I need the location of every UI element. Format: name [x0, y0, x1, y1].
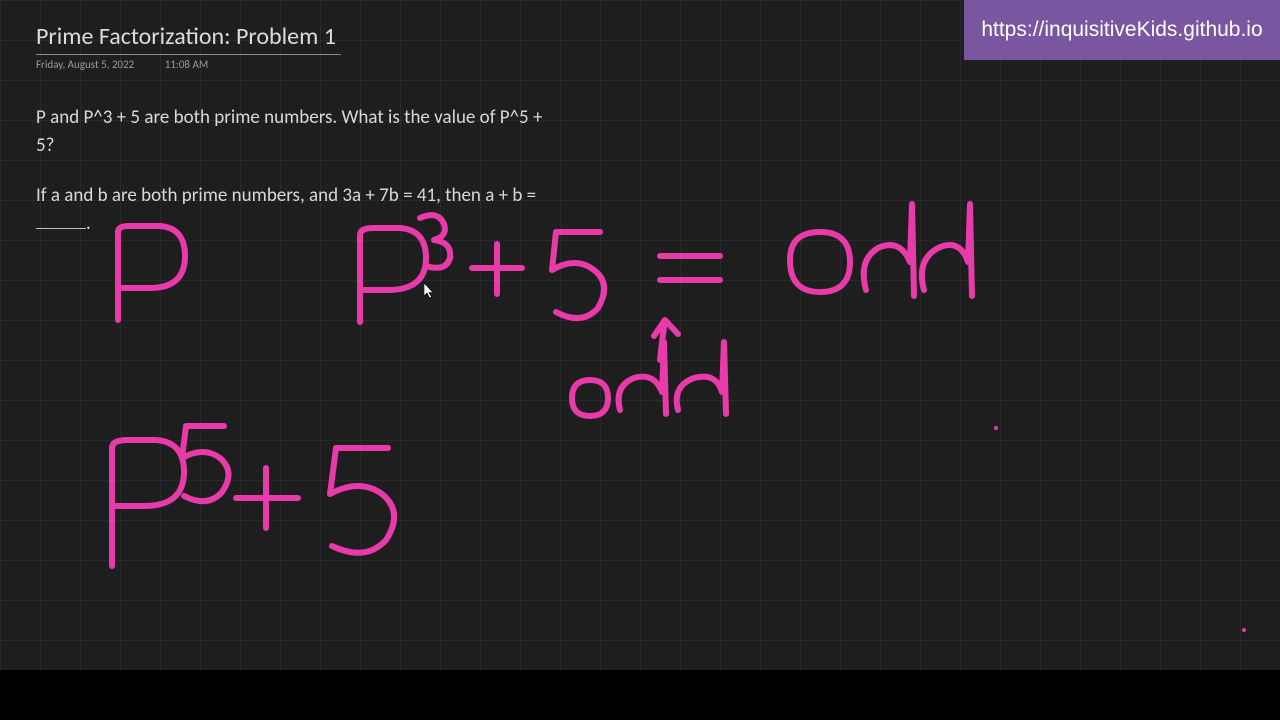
page-date: Friday, August 5, 2022: [36, 58, 134, 71]
bottom-bar: [0, 670, 1280, 720]
blank-line: [36, 210, 86, 229]
grid-background: [0, 0, 1280, 670]
problem-text-2: If a and b are both prime numbers, and 3…: [36, 182, 676, 237]
note-canvas[interactable]: Prime Factorization: Problem 1 Friday, A…: [0, 0, 1280, 670]
page-title: Prime Factorization: Problem 1: [36, 22, 336, 51]
problem1-line2: 5?: [36, 134, 54, 157]
url-badge: https://inquisitiveKids.github.io: [964, 0, 1280, 60]
problem1-line1: P and P^3 + 5 are both prime numbers. Wh…: [36, 106, 542, 129]
problem-text-1: P and P^3 + 5 are both prime numbers. Wh…: [36, 104, 676, 159]
problem2-trail: .: [86, 212, 91, 235]
mouse-cursor-icon: [424, 283, 436, 299]
url-text: https://inquisitiveKids.github.io: [981, 18, 1262, 42]
page-meta: Friday, August 5, 2022 11:08 AM: [36, 58, 208, 71]
title-underline: [36, 54, 341, 55]
page-time: 11:08 AM: [165, 58, 209, 71]
problem2-line1: If a and b are both prime numbers, and 3…: [36, 184, 536, 207]
